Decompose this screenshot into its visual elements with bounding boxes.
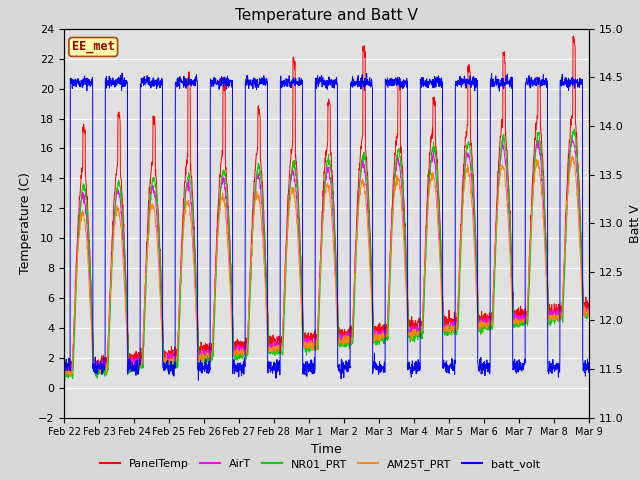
Title: Temperature and Batt V: Temperature and Batt V	[235, 9, 418, 24]
Text: EE_met: EE_met	[72, 40, 115, 53]
Legend: PanelTemp, AirT, NR01_PRT, AM25T_PRT, batt_volt: PanelTemp, AirT, NR01_PRT, AM25T_PRT, ba…	[95, 455, 545, 474]
X-axis label: Time: Time	[311, 443, 342, 456]
Y-axis label: Temperature (C): Temperature (C)	[19, 172, 32, 274]
Y-axis label: Batt V: Batt V	[629, 204, 640, 242]
